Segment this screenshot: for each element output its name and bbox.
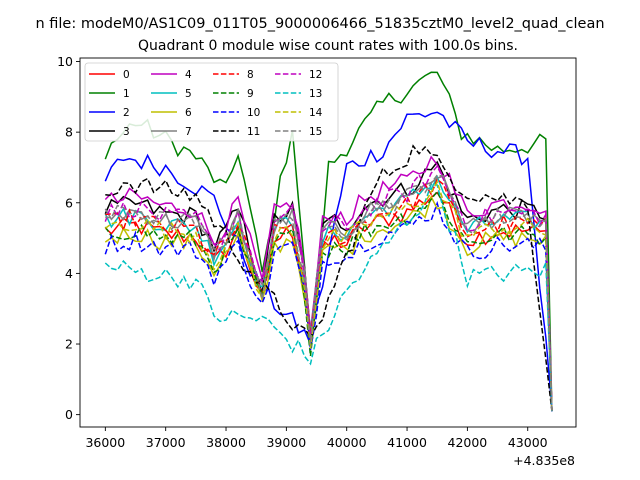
series-line-2 xyxy=(104,111,553,408)
chart-title: Quadrant 0 module wise count rates with … xyxy=(138,38,518,54)
legend-label-3: 3 xyxy=(123,126,130,138)
series-line-9 xyxy=(104,189,553,412)
legend-box xyxy=(84,62,339,142)
y-tick-label: 4 xyxy=(65,266,73,281)
legend-label-13: 13 xyxy=(309,88,322,100)
legend-label-5: 5 xyxy=(185,88,192,100)
series-line-4 xyxy=(104,155,553,411)
legend-label-11: 11 xyxy=(247,126,260,138)
legend-label-9: 9 xyxy=(247,88,254,100)
x-tick-label: 37000 xyxy=(146,435,186,450)
x-tick-label: 43000 xyxy=(508,435,548,450)
x-tick-label: 40000 xyxy=(327,435,367,450)
x-tick-label: 42000 xyxy=(448,435,488,450)
series-line-15 xyxy=(105,174,553,411)
series-line-10 xyxy=(104,200,553,412)
series-line-13 xyxy=(104,183,553,412)
legend-label-6: 6 xyxy=(185,107,192,119)
legend-label-2: 2 xyxy=(123,107,130,119)
legend-label-14: 14 xyxy=(309,107,323,119)
x-tick-label: 36000 xyxy=(85,435,125,450)
series-line-7 xyxy=(104,175,553,411)
x-tick-label: 38000 xyxy=(206,435,246,450)
legend-label-15: 15 xyxy=(309,126,322,138)
series-line-6 xyxy=(104,194,553,412)
x-tick-label: 39000 xyxy=(266,435,306,450)
legend-label-0: 0 xyxy=(123,69,130,81)
y-tick-label: 8 xyxy=(65,125,73,140)
legend-label-7: 7 xyxy=(185,126,192,138)
y-tick-label: 2 xyxy=(65,337,73,352)
legend-label-12: 12 xyxy=(309,69,322,81)
y-tick-label: 10 xyxy=(57,54,73,69)
figure-suptitle: n file: modeM0/AS1C09_011T05_9000006466_… xyxy=(35,16,604,32)
y-tick-label: 0 xyxy=(65,407,73,422)
series-layer xyxy=(104,71,553,412)
series-line-8 xyxy=(105,178,553,411)
x-offset-label: +4.835e8 xyxy=(513,453,575,468)
y-tick-label: 6 xyxy=(65,195,73,210)
legend-label-8: 8 xyxy=(247,69,254,81)
axes-layer: 36000 37000 38000 39000 40000 41000 42000 43000… xyxy=(57,54,548,450)
legend-label-1: 1 xyxy=(123,88,130,100)
series-line-14 xyxy=(104,180,553,411)
legend-label-4: 4 xyxy=(185,69,192,81)
plot-frame xyxy=(79,57,577,428)
x-tick-label: 41000 xyxy=(387,435,427,450)
legend-label-10: 10 xyxy=(247,107,260,119)
